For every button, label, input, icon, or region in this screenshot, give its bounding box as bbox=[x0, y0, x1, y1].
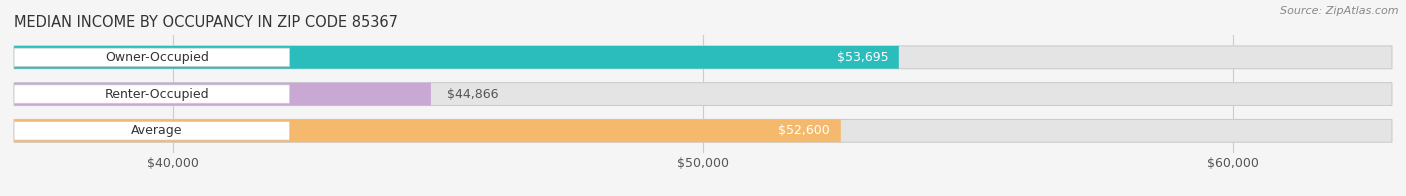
Text: $53,695: $53,695 bbox=[837, 51, 889, 64]
Text: MEDIAN INCOME BY OCCUPANCY IN ZIP CODE 85367: MEDIAN INCOME BY OCCUPANCY IN ZIP CODE 8… bbox=[14, 15, 398, 30]
Text: Owner-Occupied: Owner-Occupied bbox=[105, 51, 209, 64]
FancyBboxPatch shape bbox=[14, 119, 841, 142]
FancyBboxPatch shape bbox=[14, 83, 1392, 105]
FancyBboxPatch shape bbox=[14, 119, 1392, 142]
FancyBboxPatch shape bbox=[14, 48, 290, 66]
FancyBboxPatch shape bbox=[14, 46, 898, 69]
FancyBboxPatch shape bbox=[14, 46, 1392, 69]
Text: $52,600: $52,600 bbox=[779, 124, 830, 137]
Text: $44,866: $44,866 bbox=[447, 88, 498, 101]
Text: Average: Average bbox=[131, 124, 183, 137]
Text: Source: ZipAtlas.com: Source: ZipAtlas.com bbox=[1281, 6, 1399, 16]
FancyBboxPatch shape bbox=[14, 85, 290, 103]
FancyBboxPatch shape bbox=[14, 83, 430, 105]
Text: Renter-Occupied: Renter-Occupied bbox=[105, 88, 209, 101]
FancyBboxPatch shape bbox=[14, 122, 290, 140]
